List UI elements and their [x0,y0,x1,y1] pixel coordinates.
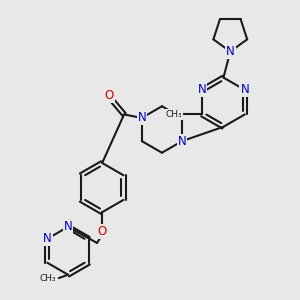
Text: CH₃: CH₃ [39,274,56,283]
Text: O: O [104,89,114,102]
Text: N: N [240,83,249,96]
Text: N: N [226,45,235,58]
Text: N: N [43,232,52,245]
Text: N: N [137,111,146,124]
Text: N: N [198,83,206,96]
Text: O: O [98,225,107,238]
Text: N: N [178,135,187,148]
Text: N: N [64,220,72,233]
Text: CH₃: CH₃ [166,110,182,119]
